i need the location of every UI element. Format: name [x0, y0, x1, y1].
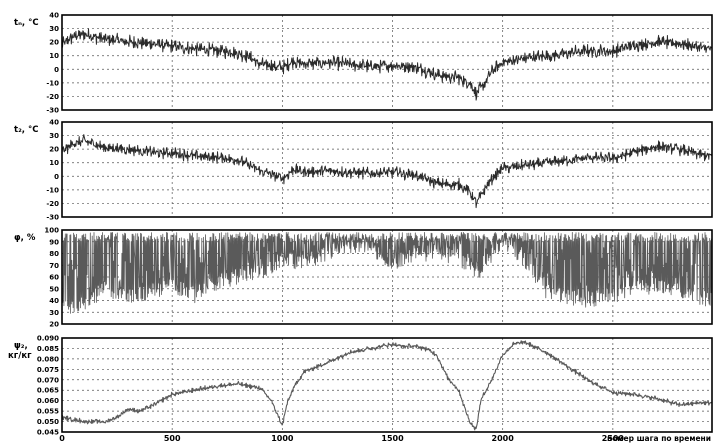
y-tick-label: 0.075: [37, 366, 59, 374]
series-line: [61, 134, 713, 209]
y-tick-label: 20: [49, 39, 59, 47]
series-line: [61, 340, 713, 431]
plot-frame: [61, 337, 713, 433]
y-tick-label: -30: [46, 214, 59, 222]
plot-frame: [61, 229, 713, 325]
y-tick-label: 30: [49, 132, 59, 140]
panel-outdoor-temperature: 40 30 20 10 0 -10 -20 -30 tₙ, °C: [14, 12, 713, 115]
y-tick-label: 90: [49, 238, 59, 246]
y-tick-label: 0.060: [37, 397, 59, 405]
y-tick-label: 20: [49, 321, 59, 329]
y-tick-label: -10: [46, 79, 59, 87]
y-tick-label: 0.085: [37, 345, 59, 353]
y-axis-label: t₂, °C: [14, 125, 38, 135]
y-tick-label: 0.065: [37, 387, 59, 395]
y-axis-label: tₙ, °C: [14, 18, 39, 28]
y-tick-label: 40: [49, 297, 59, 305]
panel-moisture-content: 0.090 0.085 0.080 0.075 0.070 0.065 0.060 0.055…: [8, 335, 713, 443]
y-tick-label: 0: [54, 173, 59, 181]
y-tick-label: 40: [49, 119, 59, 127]
y-tick-label: -10: [46, 186, 59, 194]
plot-frame: [61, 14, 713, 111]
y-axis-label: ψ₂,: [14, 341, 28, 351]
y-tick-label: 0.070: [37, 376, 59, 384]
y-tick-label: 0.090: [37, 335, 59, 343]
y-tick-label: 10: [49, 52, 59, 60]
y-tick-label: 100: [44, 227, 59, 235]
y-tick-label: 0.055: [37, 408, 59, 416]
y-tick-label: 30: [49, 309, 59, 317]
y-tick-label: 30: [49, 25, 59, 33]
y-tick-label: 20: [49, 146, 59, 154]
y-tick-label: 0.045: [37, 429, 59, 437]
y-axis-unit-label: кг/кг: [8, 351, 32, 361]
x-axis-label: номер шага по времени: [607, 434, 711, 443]
y-tick-label: 10: [49, 159, 59, 167]
x-tick-label: 2000: [492, 434, 515, 443]
y-tick-label: -20: [46, 200, 59, 208]
series-line: [61, 232, 713, 314]
x-tick-label: 500: [164, 434, 181, 443]
y-tick-label: -30: [46, 107, 59, 115]
panel-room-temperature: 40 30 20 10 0 -10 -20 -30 t₂, °C: [14, 119, 713, 222]
y-tick-label: 0.080: [37, 355, 59, 363]
panel-relative-humidity: 100 90 80 70 60 50 40 30 20 φ, %: [14, 227, 713, 329]
y-tick-label: 70: [49, 262, 59, 270]
y-tick-label: -20: [46, 93, 59, 101]
y-tick-label: 80: [49, 250, 59, 258]
plot-frame: [61, 121, 713, 218]
y-tick-label: 50: [49, 285, 59, 293]
y-tick-label: 40: [49, 12, 59, 20]
x-tick-label: 1000: [271, 434, 294, 443]
y-tick-label: 0.050: [37, 418, 59, 426]
series-line: [61, 28, 713, 101]
x-tick-label: 0: [59, 434, 65, 443]
x-tick-label: 2500: [602, 434, 625, 443]
y-tick-label: 60: [49, 274, 59, 282]
x-tick-label: 1500: [381, 434, 404, 443]
y-tick-label: 0: [54, 66, 59, 74]
y-axis-label: φ, %: [14, 233, 36, 243]
